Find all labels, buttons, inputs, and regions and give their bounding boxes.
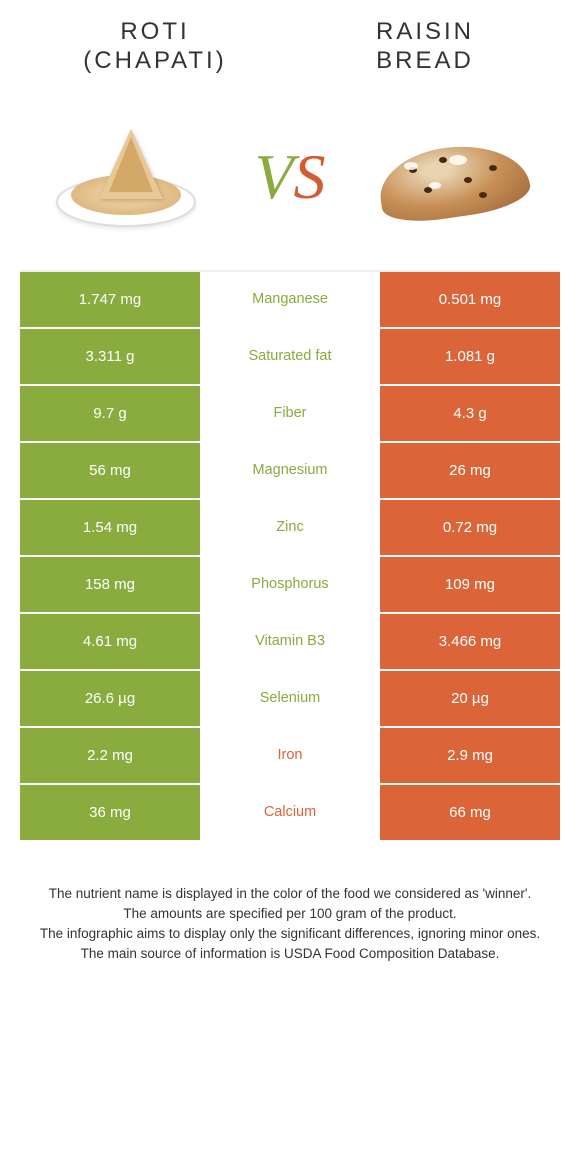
table-row: 9.7 gFiber4.3 g <box>20 386 560 443</box>
nutrient-name-cell: Manganese <box>200 272 380 327</box>
left-value-cell: 2.2 mg <box>20 728 200 783</box>
table-row: 4.61 mgVitamin B33.466 mg <box>20 614 560 671</box>
left-value-cell: 26.6 µg <box>20 671 200 726</box>
table-row: 2.2 mgIron2.9 mg <box>20 728 560 785</box>
nutrient-name-cell: Saturated fat <box>200 329 380 384</box>
right-title-line1: RAISIN <box>376 18 474 45</box>
right-value-cell: 26 mg <box>380 443 560 498</box>
nutrient-name-cell: Iron <box>200 728 380 783</box>
right-value-cell: 20 µg <box>380 671 560 726</box>
nutrient-table: 1.747 mgManganese0.501 mg3.311 gSaturate… <box>20 270 560 842</box>
right-title-line2: BREAD <box>376 47 474 74</box>
raisin-bread-image <box>369 112 539 242</box>
footnote-line: The main source of information is USDA F… <box>30 944 550 964</box>
left-title-line2: (CHAPATI) <box>83 47 226 74</box>
right-food-title: RAISIN BREAD <box>290 18 560 76</box>
footnote-line: The nutrient name is displayed in the co… <box>30 884 550 904</box>
left-value-cell: 56 mg <box>20 443 200 498</box>
nutrient-name-cell: Zinc <box>200 500 380 555</box>
nutrient-name-cell: Phosphorus <box>200 557 380 612</box>
right-value-cell: 3.466 mg <box>380 614 560 669</box>
table-row: 1.54 mgZinc0.72 mg <box>20 500 560 557</box>
table-row: 26.6 µgSelenium20 µg <box>20 671 560 728</box>
footnotes: The nutrient name is displayed in the co… <box>0 842 580 965</box>
images-row: VS <box>0 84 580 270</box>
right-value-cell: 0.501 mg <box>380 272 560 327</box>
nutrient-name-cell: Calcium <box>200 785 380 840</box>
left-title-line1: ROTI <box>120 18 189 45</box>
vs-label: VS <box>254 140 325 214</box>
table-row: 1.747 mgManganese0.501 mg <box>20 272 560 329</box>
table-row: 158 mgPhosphorus109 mg <box>20 557 560 614</box>
left-value-cell: 1.747 mg <box>20 272 200 327</box>
right-value-cell: 4.3 g <box>380 386 560 441</box>
vs-v: V <box>254 140 293 214</box>
left-value-cell: 158 mg <box>20 557 200 612</box>
nutrient-name-cell: Selenium <box>200 671 380 726</box>
left-food-title: ROTI (CHAPATI) <box>20 18 290 76</box>
nutrient-name-cell: Fiber <box>200 386 380 441</box>
left-value-cell: 36 mg <box>20 785 200 840</box>
right-value-cell: 0.72 mg <box>380 500 560 555</box>
footnote-line: The amounts are specified per 100 gram o… <box>30 904 550 924</box>
roti-image <box>41 112 211 242</box>
footnote-line: The infographic aims to display only the… <box>30 924 550 944</box>
left-value-cell: 3.311 g <box>20 329 200 384</box>
table-row: 56 mgMagnesium26 mg <box>20 443 560 500</box>
nutrient-name-cell: Magnesium <box>200 443 380 498</box>
vs-s: S <box>294 140 326 214</box>
right-value-cell: 1.081 g <box>380 329 560 384</box>
right-value-cell: 2.9 mg <box>380 728 560 783</box>
right-value-cell: 109 mg <box>380 557 560 612</box>
left-value-cell: 1.54 mg <box>20 500 200 555</box>
table-row: 3.311 gSaturated fat1.081 g <box>20 329 560 386</box>
left-value-cell: 9.7 g <box>20 386 200 441</box>
right-value-cell: 66 mg <box>380 785 560 840</box>
titles-row: ROTI (CHAPATI) RAISIN BREAD <box>0 0 580 84</box>
left-value-cell: 4.61 mg <box>20 614 200 669</box>
table-row: 36 mgCalcium66 mg <box>20 785 560 842</box>
nutrient-name-cell: Vitamin B3 <box>200 614 380 669</box>
